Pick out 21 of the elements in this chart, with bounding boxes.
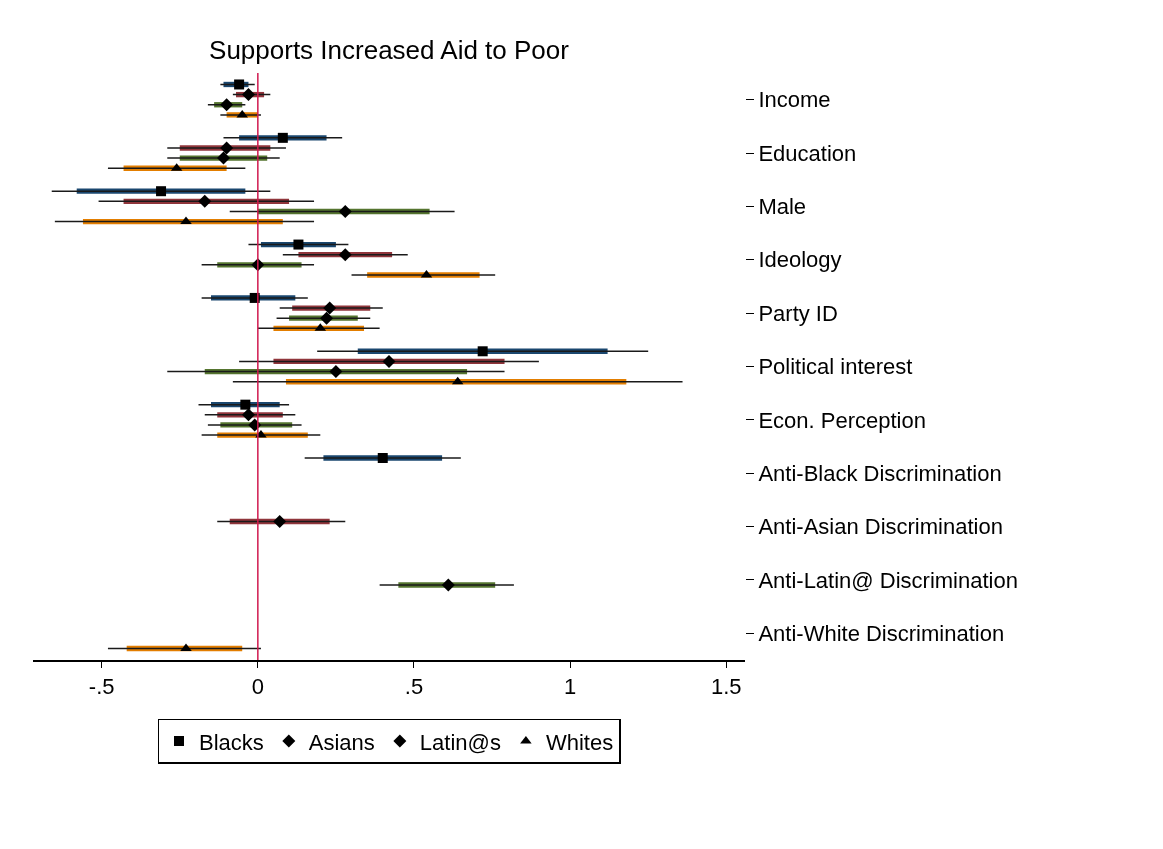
y-tick-label: Male	[758, 194, 807, 220]
y-tick-label: Ideology	[758, 247, 842, 273]
y-tick-label: Anti-White Discrimination	[758, 621, 1005, 647]
y-tick-label: Anti-Latin@ Discrimination	[758, 567, 1018, 593]
y-tick-label: Party ID	[758, 300, 838, 326]
x-tick-label: -.5	[88, 674, 115, 700]
y-tick-label: Political interest	[758, 354, 913, 380]
legend-label: Blacks	[199, 729, 264, 755]
y-tick-label: Econ. Perception	[758, 407, 926, 433]
x-tick-label: .5	[404, 674, 424, 700]
y-tick-label: Education	[758, 140, 857, 166]
legend-label: Latin@s	[419, 729, 501, 755]
legend-label: Whites	[545, 729, 614, 755]
x-tick-label: 1.5	[710, 674, 742, 700]
chart-title: Supports Increased Aid to Poor	[209, 35, 570, 66]
y-tick-label: Anti-Black Discrimination	[758, 460, 1002, 486]
x-tick-label: 0	[251, 674, 264, 700]
y-tick-label: Income	[758, 87, 831, 113]
legend-label: Asians	[308, 729, 375, 755]
x-tick-label: 1	[563, 674, 577, 700]
y-tick-label: Anti-Asian Discrimination	[758, 514, 1003, 540]
